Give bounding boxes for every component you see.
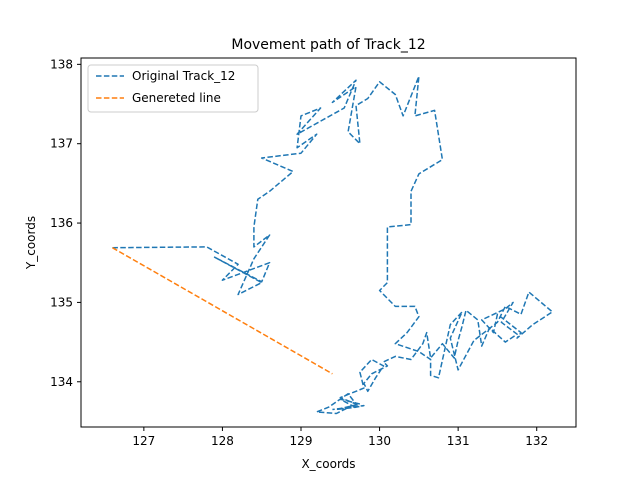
y-tick-label: 135 (50, 295, 73, 309)
x-tick-label: 127 (132, 434, 155, 448)
x-axis-label: X_coords (301, 457, 355, 471)
x-tick-label: 131 (447, 434, 470, 448)
x-tick-label: 128 (211, 434, 234, 448)
series-line-1 (112, 75, 554, 415)
chart-title: Movement path of Track_12 (231, 37, 425, 53)
x-tick-label: 132 (525, 434, 548, 448)
legend-label: Original Track_12 (132, 69, 235, 83)
series-line-2 (112, 247, 333, 375)
x-tick-label: 130 (368, 434, 391, 448)
y-axis: 134 135 136 137 138 (50, 57, 81, 389)
y-axis-label: Y_coords (24, 216, 38, 270)
x-tick-label: 129 (290, 434, 313, 448)
plot-area (112, 75, 554, 415)
legend-label: Genereted line (132, 91, 221, 105)
plot-frame (80, 57, 577, 428)
x-axis: 127 128 129 130 131 132 (132, 427, 548, 448)
y-tick-label: 138 (50, 57, 73, 71)
y-tick-label: 136 (50, 216, 73, 230)
legend: Original Track_12 Genereted line (87, 64, 259, 113)
y-tick-label: 134 (50, 375, 73, 389)
legend-box (87, 64, 259, 113)
y-tick-label: 137 (50, 137, 73, 151)
